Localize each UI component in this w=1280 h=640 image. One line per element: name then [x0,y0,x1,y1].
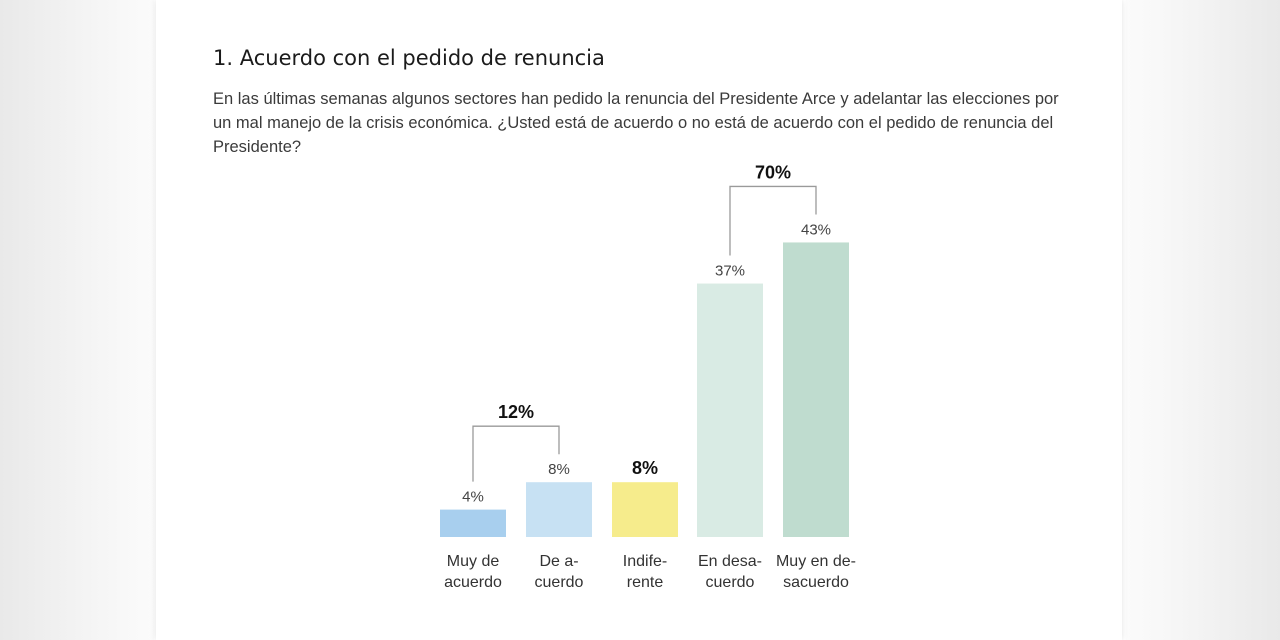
group-label-1: 70% [755,162,791,182]
section-title: 1. Acuerdo con el pedido de renuncia [213,46,605,70]
category-label-1-0: De a- [539,553,578,570]
category-label-4-1: sacuerdo [783,574,849,591]
category-label-0-0: Muy de [447,553,500,570]
bar-2 [612,482,678,537]
category-label-1-1: cuerdo [535,574,584,591]
value-label-1: 8% [548,461,570,478]
bar-4 [783,242,849,537]
value-label-2: 8% [632,458,658,478]
group-bracket-1 [729,185,817,256]
bar-0 [440,509,506,537]
bar-1 [526,482,592,537]
category-label-3-1: cuerdo [706,574,755,591]
category-label-2-0: Indife- [623,553,667,570]
category-label-3-0: En desa- [698,553,762,570]
category-label-0-1: acuerdo [444,574,502,591]
survey-question: En las últimas semanas algunos sectores … [213,90,1059,156]
category-label-2-1: rente [627,574,664,591]
group-bracket-0 [472,425,560,482]
value-label-4: 43% [801,221,831,238]
value-label-3: 37% [715,263,745,280]
category-label-4-0: Muy en de- [776,553,856,570]
bar-3 [697,283,763,537]
value-label-0: 4% [462,489,484,506]
group-label-0: 12% [498,402,534,422]
